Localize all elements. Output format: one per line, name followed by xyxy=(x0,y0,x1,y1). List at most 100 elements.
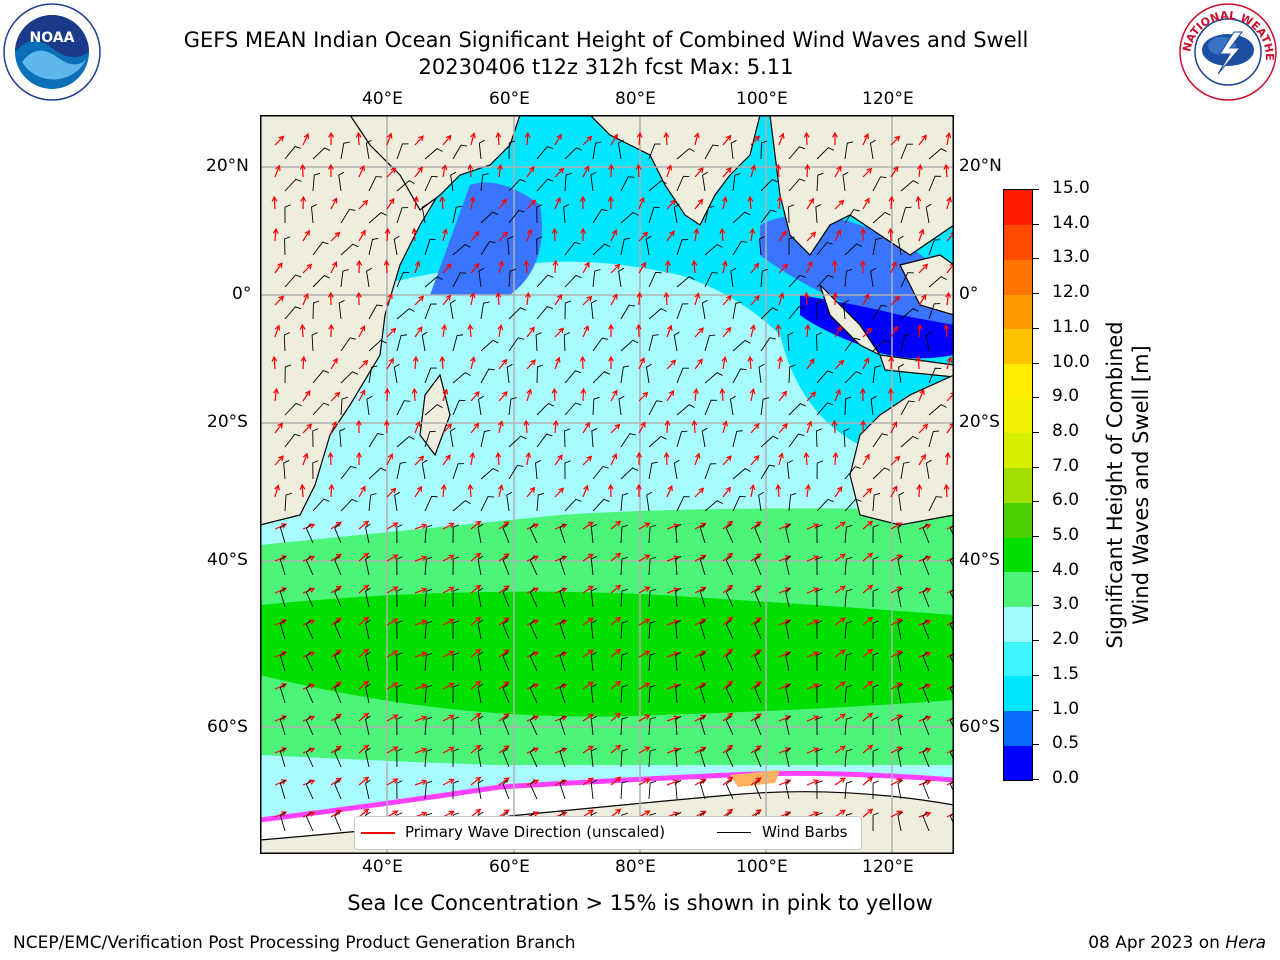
wave-arrow xyxy=(441,163,448,178)
wave-arrow xyxy=(775,163,782,178)
wind-barb xyxy=(730,267,737,288)
wind-barb xyxy=(788,146,806,160)
wind-barb xyxy=(477,587,484,608)
wave-arrow xyxy=(442,618,455,626)
wave-arrow xyxy=(414,485,423,498)
wind-barb xyxy=(305,523,314,544)
wind-barb xyxy=(844,556,853,576)
wave-arrow xyxy=(356,259,363,274)
wind-barb xyxy=(449,427,456,448)
wind-barb xyxy=(365,747,371,768)
wave-arrow xyxy=(890,325,898,338)
wave-arrow xyxy=(470,648,482,658)
wind-barb xyxy=(699,779,706,800)
wave-arrow xyxy=(638,714,651,722)
wind-barb xyxy=(900,272,914,288)
wind-barb xyxy=(368,176,382,192)
wind-barb xyxy=(928,276,947,288)
wave-arrow xyxy=(467,483,474,498)
colorbar-tick-mark xyxy=(1033,605,1039,607)
wave-arrow xyxy=(834,713,846,722)
wind-barb xyxy=(340,498,358,512)
wave-arrow xyxy=(273,387,279,402)
wind-barb xyxy=(480,211,499,224)
wave-arrow xyxy=(470,616,482,626)
wave-arrow xyxy=(386,746,399,754)
lon-tick-top-80e: 80°E xyxy=(615,89,656,109)
wind-barb xyxy=(648,180,667,192)
wind-barb xyxy=(673,459,680,480)
lat-tick-left-60s: 60°S xyxy=(207,717,248,737)
colorbar xyxy=(1003,189,1033,781)
wave-arrow xyxy=(890,260,897,274)
wave-arrow xyxy=(383,419,390,434)
wind-barb xyxy=(699,523,706,544)
lat-tick-right-60s: 60°S xyxy=(959,717,1000,737)
wind-barb xyxy=(340,269,349,288)
colorbar-segment xyxy=(1004,328,1032,365)
wave-arrow xyxy=(862,357,870,370)
wave-arrow xyxy=(890,165,899,178)
wave-arrow xyxy=(358,584,370,594)
wave-arrow xyxy=(890,295,901,306)
wave-arrow xyxy=(526,166,535,178)
wind-barb xyxy=(334,779,342,800)
wave-arrow xyxy=(694,198,704,210)
wave-arrow xyxy=(582,553,594,562)
wind-barb xyxy=(922,683,930,704)
wind-barb xyxy=(870,267,877,288)
wave-arrow xyxy=(831,259,838,274)
wave-arrow xyxy=(610,808,622,818)
wave-arrow xyxy=(805,483,811,498)
wave-arrow xyxy=(358,359,369,370)
footer-machine: Hera xyxy=(1225,933,1266,953)
wind-barb xyxy=(897,651,904,672)
wave-arrow xyxy=(777,355,784,370)
wave-arrow xyxy=(330,420,337,434)
wave-arrow xyxy=(664,259,671,274)
wind-barb xyxy=(536,433,553,448)
wave-arrow xyxy=(414,747,428,754)
wind-barb xyxy=(816,300,823,320)
wind-barb xyxy=(620,620,628,640)
wave-arrow xyxy=(328,483,335,498)
wind-barb xyxy=(898,491,905,512)
wave-arrow xyxy=(495,451,502,466)
wind-barb xyxy=(844,141,854,160)
wave-arrow xyxy=(610,712,622,722)
wave-arrow xyxy=(666,324,673,338)
wave-arrow xyxy=(750,135,761,146)
wind-barb xyxy=(424,652,433,672)
wave-arrow xyxy=(638,586,651,594)
wind-barb xyxy=(424,148,443,160)
wave-arrow xyxy=(638,196,645,210)
wave-arrow xyxy=(414,587,428,594)
wave-arrow xyxy=(582,585,594,594)
wind-barb xyxy=(305,779,314,800)
wind-barb xyxy=(732,173,741,192)
wind-barb xyxy=(900,308,919,320)
colorbar-segment xyxy=(1004,432,1032,469)
lat-tick-right-20n: 20°N xyxy=(959,156,1002,176)
wind-barb xyxy=(844,684,853,704)
colorbar-tick-label: 10.0 xyxy=(1052,351,1090,372)
wind-barb xyxy=(872,433,888,448)
colorbar-segment xyxy=(1004,502,1032,538)
wave-arrow xyxy=(946,356,953,370)
wave-arrow xyxy=(806,420,813,434)
wind-barb xyxy=(816,241,833,256)
wave-arrow xyxy=(890,421,898,434)
wave-arrow xyxy=(918,388,925,402)
wave-arrow xyxy=(918,134,927,146)
wind-barb xyxy=(760,307,779,320)
wind-barb xyxy=(305,555,314,576)
wave-arrow xyxy=(638,746,651,754)
wind-barb xyxy=(788,178,806,192)
wind-barb xyxy=(872,812,879,832)
wind-barb xyxy=(279,683,286,704)
wave-arrow xyxy=(328,131,334,146)
wind-barb xyxy=(508,435,527,448)
wind-barb xyxy=(477,779,484,800)
wave-arrow xyxy=(944,451,951,466)
wave-arrow xyxy=(414,420,421,434)
